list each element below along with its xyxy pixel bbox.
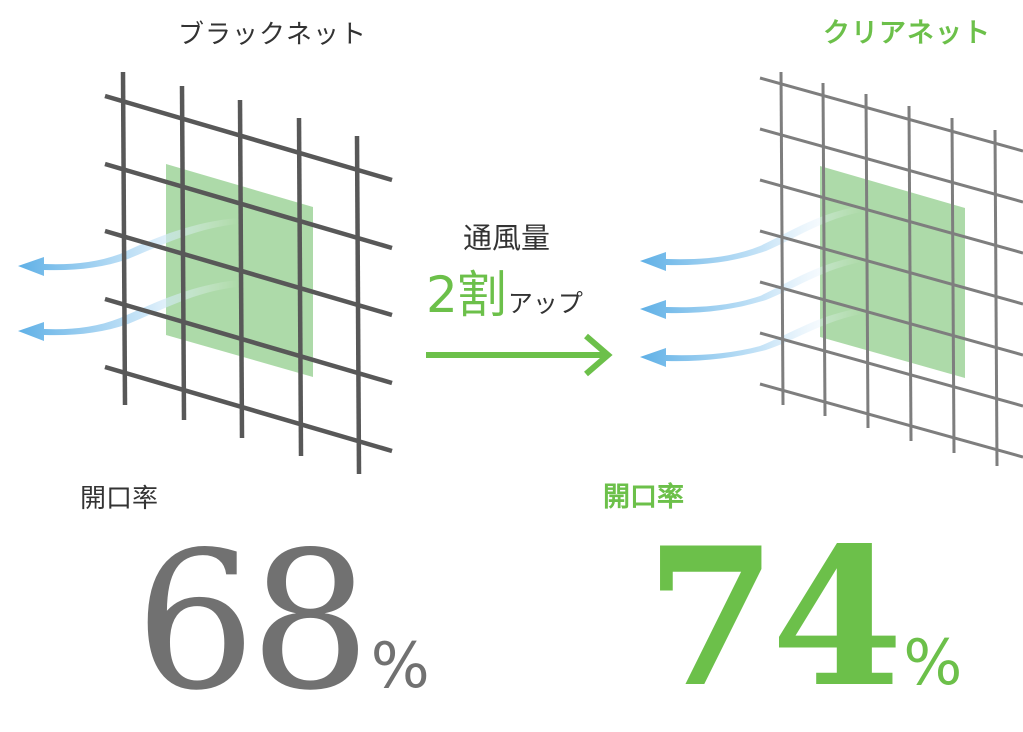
airflow-boost: 2割 アップ [426, 270, 583, 320]
clear-net-ratio-label: 開口率 [603, 482, 684, 513]
black-net-ratio: 68 % [135, 511, 430, 732]
window-opening-right [820, 166, 965, 378]
clear-net-ratio-value: 74 [645, 506, 903, 729]
mesh-grid-right [759, 71, 1023, 467]
black-net-title: ブラックネット [178, 20, 368, 50]
black-net-ratio-unit: % [370, 629, 430, 702]
boost-value: 2割 [426, 266, 507, 324]
airflow-arrow [640, 256, 862, 319]
airflow-arrow [640, 206, 862, 271]
airflow-caption: 通風量 [463, 221, 551, 255]
clear-net [640, 71, 1023, 467]
black-net-ratio-value: 68 [135, 511, 371, 732]
airflow-arrows-right [640, 206, 862, 367]
mesh-grid-left [104, 71, 393, 475]
clear-net-ratio: 74 % [645, 506, 963, 729]
boost-suffix: アップ [507, 289, 583, 318]
clear-net-ratio-unit: % [903, 626, 963, 699]
black-net [18, 71, 393, 475]
black-net-ratio-label: 開口率 [80, 484, 159, 514]
airflow-arrow [640, 308, 862, 367]
comparison-arrow [426, 333, 613, 377]
clear-net-title: クリアネット [823, 18, 991, 49]
